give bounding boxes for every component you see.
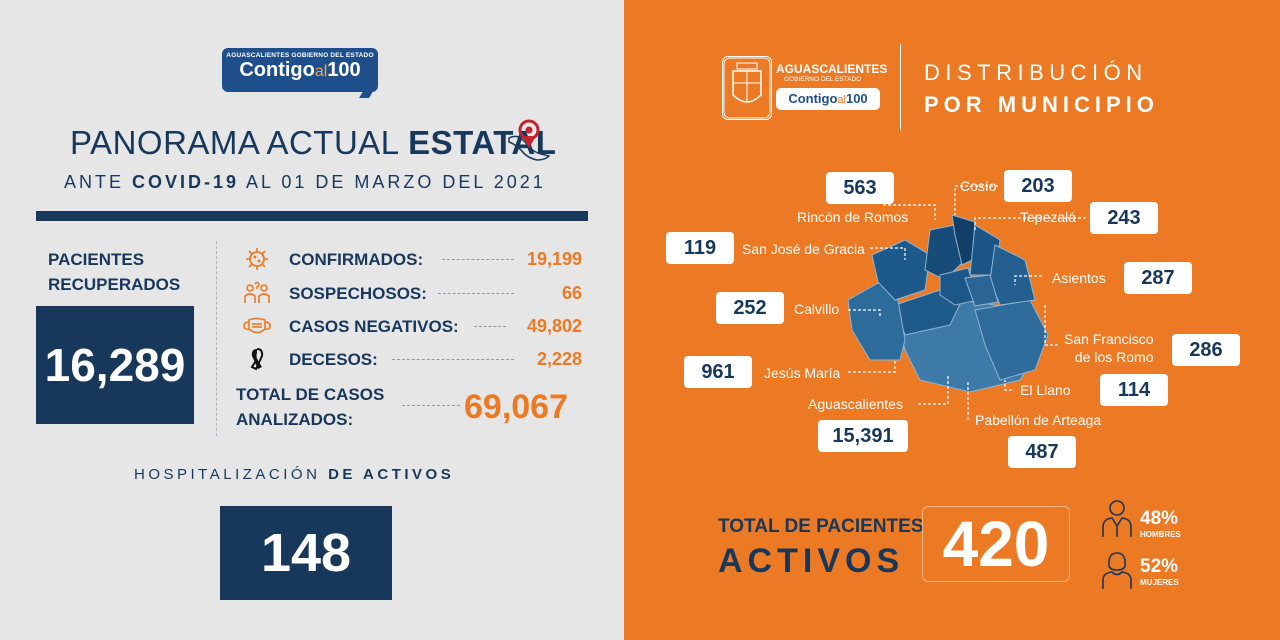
recovered-value: 16,289 xyxy=(36,306,194,424)
municipality-name-rincon-de-romos: Rincón de Romos xyxy=(797,209,909,225)
map-region-rincon-romos xyxy=(924,224,966,281)
distribution-title-line2: POR MUNICIPIO xyxy=(924,92,1159,117)
stat-row-deaths: DECESOS: 2,228 xyxy=(242,346,582,372)
logo-brand-badge: Contigoal100 xyxy=(776,88,880,110)
municipality-value-calvillo: 252 xyxy=(716,292,784,324)
municipality-value-cosio: 203 xyxy=(1004,170,1072,202)
government-logo: AGUASCALIENTES GOBIERNO DEL ESTADO Conti… xyxy=(222,48,378,98)
aguascalientes-map xyxy=(847,185,1086,420)
stat-label: SOSPECHOSOS: xyxy=(289,284,427,303)
stat-row-confirmed: CONFIRMADOS: 19,199 xyxy=(242,246,582,272)
stat-row-suspected: SOSPECHOSOS: 66 xyxy=(242,280,582,306)
municipality-value-jesus-maria: 961 xyxy=(684,356,752,388)
vertical-divider xyxy=(216,241,217,436)
state-panel: AGUASCALIENTES GOBIERNO DEL ESTADO Conti… xyxy=(0,0,624,640)
municipality-value-san-francisco-de-los-romo: 286 xyxy=(1172,334,1240,366)
logo-brand: Contigoal100 xyxy=(239,59,361,81)
stat-value: 66 xyxy=(561,283,582,303)
map-region-cosio xyxy=(951,214,976,266)
people-question-icon xyxy=(244,281,270,303)
municipality-value-aguascalientes: 15,391 xyxy=(818,420,908,452)
coat-of-arms-icon xyxy=(722,56,772,120)
active-patients-label-line1: TOTAL DE PACIENTES xyxy=(718,516,924,537)
stat-value: 19,199 xyxy=(526,249,582,269)
mourning-ribbon-icon xyxy=(250,348,264,371)
logo-state-name: AGUASCALIENTES xyxy=(776,62,888,76)
municipality-name-cosio: Cosío xyxy=(960,178,997,194)
municipality-value-tepezala: 243 xyxy=(1090,202,1158,234)
municipality-value-pabellon-de-arteaga: 487 xyxy=(1008,436,1076,468)
men-label: HOMBRES xyxy=(1140,530,1181,539)
municipality-value-asientos: 287 xyxy=(1124,262,1192,294)
municipality-name-aguascalientes: Aguascalientes xyxy=(808,396,903,412)
virus-icon xyxy=(246,248,268,270)
logo-divider xyxy=(900,44,901,130)
total-analyzed-value: 69,067 xyxy=(464,388,568,426)
municipality-name-asientos: Asientos xyxy=(1052,270,1106,286)
mexico-map-pin-icon xyxy=(508,119,551,161)
municipality-name-pabellon-de-arteaga: Pabellón de Arteaga xyxy=(975,412,1102,428)
page-subtitle: ANTE COVID-19 AL 01 DE MARZO DEL 2021 xyxy=(64,172,546,192)
municipality-name-el-llano: El Llano xyxy=(1020,382,1071,398)
page-title: PANORAMA ACTUAL ESTATAL xyxy=(70,124,557,161)
municipality-name-san-jose-de-gracia: San José de Gracia xyxy=(742,241,865,257)
stat-value: 49,802 xyxy=(526,316,582,336)
state-seal-logo: AGUASCALIENTES GOBIERNO DEL ESTADO Conti… xyxy=(722,56,887,120)
distribution-title-line1: DISTRIBUCIÓN xyxy=(924,60,1148,85)
municipality-value-el-llano: 114 xyxy=(1100,374,1168,406)
man-icon xyxy=(1102,500,1132,537)
hospitalization-value: 148 xyxy=(220,506,392,600)
women-percentage: 52% xyxy=(1140,556,1179,577)
municipality-name-san-francisco-de-los-romo: San Francisco de los Romo xyxy=(1064,331,1154,365)
logo-caption: AGUASCALIENTES GOBIERNO DEL ESTADO xyxy=(226,52,374,59)
stat-value: 2,228 xyxy=(536,349,582,369)
stat-label: DECESOS: xyxy=(289,350,378,369)
mask-icon xyxy=(243,317,271,334)
stat-label: CASOS NEGATIVOS: xyxy=(289,317,459,336)
men-percentage: 48% xyxy=(1140,508,1179,529)
recovered-label: PACIENTES RECUPERADOS xyxy=(48,250,181,294)
women-label: MUJERES xyxy=(1140,578,1179,587)
divider-bar xyxy=(36,211,588,221)
municipality-name-jesus-maria: Jesús María xyxy=(764,365,841,381)
municipality-value-san-jose-de-gracia: 119 xyxy=(666,232,734,264)
active-patients-label-line2: ACTIVOS xyxy=(718,542,905,580)
active-patients-value: 420 xyxy=(922,506,1070,582)
map-region-asientos xyxy=(989,244,1036,306)
map-region-san-francisco xyxy=(964,274,999,307)
logo-government-caption: GOBIERNO DEL ESTADO xyxy=(784,76,862,83)
map-region-san-jose-gracia xyxy=(871,239,931,301)
stat-label: CONFIRMADOS: xyxy=(289,250,424,269)
municipality-value-rincon-de-romos: 563 xyxy=(826,172,894,204)
municipality-name-tepezala: Tepezalá xyxy=(1020,209,1077,225)
stat-row-negative: CASOS NEGATIVOS: 49,802 xyxy=(242,313,582,339)
hospitalization-label: HOSPITALIZACIÓN DE ACTIVOS xyxy=(134,466,455,483)
municipality-name-calvillo: Calvillo xyxy=(794,301,840,317)
total-analyzed-label: TOTAL DE CASOS ANALIZADOS: xyxy=(236,385,385,429)
woman-icon xyxy=(1102,552,1132,589)
